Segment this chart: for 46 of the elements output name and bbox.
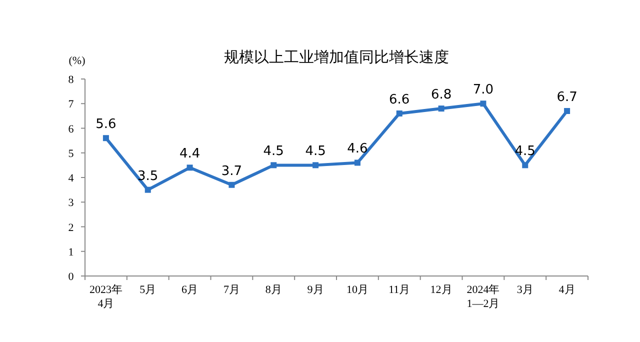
y-tick-label: 0 [68,271,74,283]
chart-title: 规模以上工业增加值同比增长速度 [224,48,449,66]
point [354,160,360,166]
x-tick-label: 5月 [140,284,156,296]
x-tick-label: 2023年 4月 [89,284,122,310]
y-tick-label: 1 [68,246,74,258]
x-tick-label: 4月 [558,284,576,296]
y-tick-label: 3 [68,197,74,210]
point [396,110,402,116]
data-label: 7.0 [472,82,494,98]
x-tick-label: 3月 [516,284,534,296]
point [438,106,444,112]
data-label: 3.7 [221,164,242,179]
y-tick-label: 7 [68,98,74,111]
data-label: 6.8 [430,88,452,103]
y-tick-label: 4 [68,172,74,184]
data-label: 4.5 [305,144,326,160]
y-tick-label: 5 [68,148,74,160]
point [186,164,193,171]
y-tick-label: 8 [68,74,74,86]
y-axis-title: (%) [68,55,86,67]
point [522,162,528,168]
x-tick-label: 7月 [223,284,240,296]
point [564,108,570,114]
data-label: 4.6 [347,142,368,157]
x-tick-label: 6月 [182,284,198,296]
point [144,186,151,193]
x-tick-label: 11月 [388,284,410,296]
data-label: 6.6 [389,92,410,108]
data-label: 3.5 [138,168,158,184]
point [312,162,319,168]
data-label: 5.6 [96,117,116,132]
data-label: 4.5 [263,144,284,160]
x-tick-label: 10月 [346,284,368,296]
point [480,100,486,107]
point [228,182,235,188]
y-tick-label: 2 [68,222,74,234]
x-tick-label: 12月 [430,284,452,296]
y-tick-label: 6 [68,123,74,136]
x-tick-label: 9月 [307,284,324,296]
x-tick-label: 2024年 1—2月 [466,284,500,310]
data-label: 4.4 [179,146,200,162]
data-label: 6.7 [556,90,578,106]
x-tick-label: 8月 [265,284,282,296]
point [270,162,277,168]
point [102,135,109,142]
